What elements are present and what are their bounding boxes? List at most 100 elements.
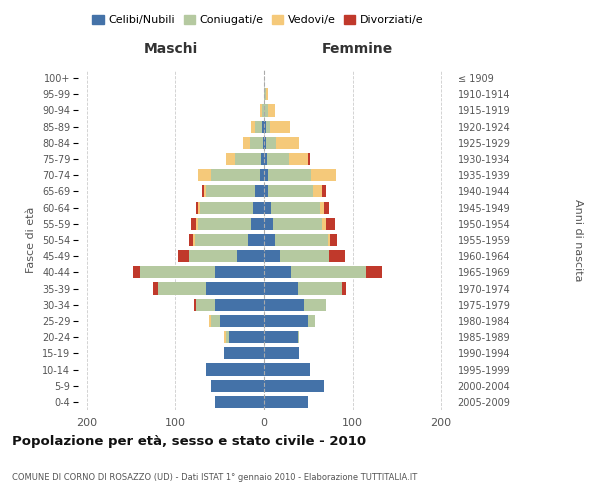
Bar xyxy=(211,169,260,181)
Bar xyxy=(289,153,308,165)
Bar xyxy=(322,186,326,198)
Y-axis label: Fasce di età: Fasce di età xyxy=(26,207,37,273)
Bar xyxy=(328,234,329,246)
Y-axis label: Anni di nascita: Anni di nascita xyxy=(573,198,583,281)
Bar xyxy=(215,298,264,311)
Bar xyxy=(206,364,264,376)
Bar xyxy=(266,137,277,149)
Bar xyxy=(313,186,322,198)
Bar xyxy=(264,364,310,376)
Bar xyxy=(211,315,220,327)
Bar xyxy=(199,202,200,213)
Bar xyxy=(193,234,195,246)
Bar xyxy=(215,266,264,278)
Bar xyxy=(298,282,342,294)
Bar xyxy=(268,104,275,117)
Bar xyxy=(253,202,264,213)
Bar xyxy=(196,298,215,311)
Bar xyxy=(264,202,271,213)
Bar xyxy=(264,331,298,343)
Bar xyxy=(226,331,229,343)
Bar xyxy=(324,202,329,213)
Bar xyxy=(260,169,264,181)
Bar xyxy=(238,250,264,262)
Bar xyxy=(250,137,263,149)
Bar xyxy=(211,380,264,392)
Bar xyxy=(235,153,262,165)
Bar xyxy=(224,348,264,360)
Bar xyxy=(229,331,264,343)
Bar xyxy=(197,218,251,230)
Bar xyxy=(264,218,273,230)
Bar xyxy=(264,396,308,408)
Bar xyxy=(275,234,328,246)
Bar xyxy=(206,186,255,198)
Bar xyxy=(189,234,193,246)
Bar xyxy=(153,282,158,294)
Bar xyxy=(140,266,215,278)
Bar xyxy=(251,218,264,230)
Bar xyxy=(266,88,268,101)
Bar xyxy=(264,153,266,165)
Text: Femmine: Femmine xyxy=(322,42,392,56)
Bar xyxy=(255,120,262,132)
Bar xyxy=(271,202,320,213)
Bar xyxy=(264,137,266,149)
Bar xyxy=(200,202,253,213)
Bar xyxy=(366,266,382,278)
Bar xyxy=(158,282,206,294)
Bar xyxy=(298,331,299,343)
Bar xyxy=(264,315,308,327)
Bar xyxy=(264,104,268,117)
Bar xyxy=(280,250,329,262)
Bar xyxy=(277,137,299,149)
Bar xyxy=(248,234,264,246)
Bar xyxy=(251,120,255,132)
Bar xyxy=(268,169,311,181)
Bar xyxy=(266,153,289,165)
Bar xyxy=(226,153,235,165)
Bar xyxy=(264,186,268,198)
Bar xyxy=(263,137,264,149)
Bar xyxy=(133,266,140,278)
Bar xyxy=(196,218,197,230)
Bar xyxy=(273,218,322,230)
Bar xyxy=(264,282,298,294)
Bar xyxy=(255,186,264,198)
Text: Maschi: Maschi xyxy=(144,42,198,56)
Bar xyxy=(320,202,324,213)
Bar xyxy=(243,137,250,149)
Bar xyxy=(308,153,310,165)
Bar xyxy=(304,298,326,311)
Bar xyxy=(264,380,324,392)
Bar xyxy=(264,234,275,246)
Bar xyxy=(264,298,304,311)
Bar xyxy=(191,218,196,230)
Bar xyxy=(311,169,336,181)
Bar xyxy=(178,250,189,262)
Bar xyxy=(204,186,206,198)
Bar xyxy=(202,186,204,198)
Bar xyxy=(196,202,199,213)
Bar xyxy=(189,250,238,262)
Bar xyxy=(194,298,196,311)
Text: Popolazione per età, sesso e stato civile - 2010: Popolazione per età, sesso e stato civil… xyxy=(12,435,366,448)
Bar xyxy=(262,120,264,132)
Bar xyxy=(197,169,211,181)
Bar xyxy=(264,88,266,101)
Bar xyxy=(224,331,226,343)
Legend: Celibi/Nubili, Coniugati/e, Vedovi/e, Divorziati/e: Celibi/Nubili, Coniugati/e, Vedovi/e, Di… xyxy=(88,10,428,30)
Bar xyxy=(270,120,290,132)
Bar xyxy=(290,266,366,278)
Bar xyxy=(329,250,344,262)
Bar xyxy=(195,234,248,246)
Bar xyxy=(266,120,270,132)
Text: COMUNE DI CORNO DI ROSAZZO (UD) - Dati ISTAT 1° gennaio 2010 - Elaborazione TUTT: COMUNE DI CORNO DI ROSAZZO (UD) - Dati I… xyxy=(12,473,417,482)
Bar xyxy=(260,104,262,117)
Bar xyxy=(262,104,264,117)
Bar xyxy=(264,120,266,132)
Bar xyxy=(209,315,211,327)
Bar xyxy=(268,186,313,198)
Bar xyxy=(215,396,264,408)
Bar xyxy=(342,282,346,294)
